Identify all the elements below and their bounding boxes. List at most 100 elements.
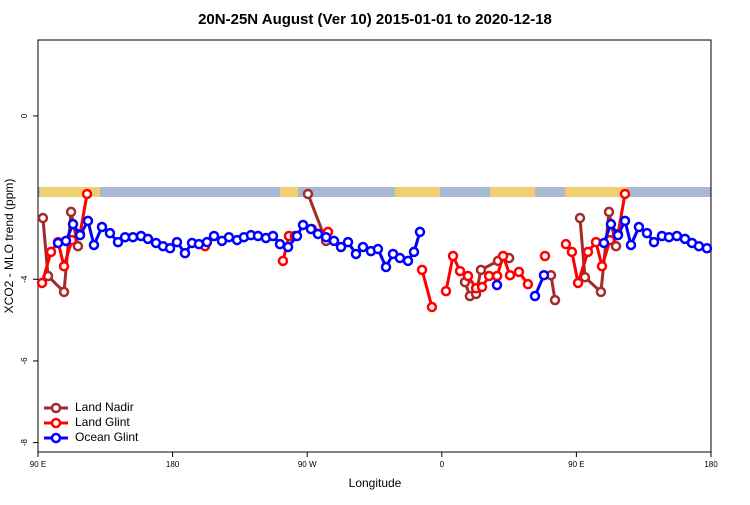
point — [380, 261, 392, 273]
point — [193, 238, 205, 250]
x-tick-label: 90 E — [568, 460, 584, 469]
x-axis-label: Longitude — [349, 476, 402, 490]
point — [328, 235, 340, 247]
point — [335, 241, 347, 253]
legend-marker — [50, 432, 62, 444]
point — [625, 239, 637, 251]
point — [282, 241, 294, 253]
point — [58, 286, 70, 298]
point — [560, 238, 572, 250]
legend-marker — [50, 402, 62, 414]
point — [633, 221, 645, 233]
x-tick-label: 0 — [440, 460, 445, 469]
chart-title: 20N-25N August (Ver 10) 2015-01-01 to 20… — [198, 11, 552, 28]
point — [574, 212, 586, 224]
point — [491, 279, 503, 291]
point — [693, 240, 705, 252]
point — [610, 240, 622, 252]
point — [612, 229, 624, 241]
point — [426, 301, 438, 313]
point — [291, 230, 303, 242]
point — [394, 252, 406, 264]
point — [208, 230, 220, 242]
point — [529, 290, 541, 302]
point — [305, 223, 317, 235]
point — [454, 265, 466, 277]
y-axis-label: XCO2 - MLO trend (ppm) — [2, 179, 16, 314]
point — [671, 230, 683, 242]
point — [402, 255, 414, 267]
point — [701, 242, 713, 254]
point — [45, 246, 57, 258]
point — [302, 188, 314, 200]
x-tick-label: 90 W — [298, 460, 317, 469]
point — [60, 235, 72, 247]
point — [312, 228, 324, 240]
point — [566, 246, 578, 258]
point — [104, 227, 116, 239]
point — [67, 218, 79, 230]
point — [164, 242, 176, 254]
y-tick-label: -6 — [20, 357, 29, 365]
point — [539, 250, 551, 262]
point — [619, 188, 631, 200]
point — [603, 206, 615, 218]
point — [58, 260, 70, 272]
point — [522, 278, 534, 290]
point — [223, 231, 235, 243]
legend-label: Land Nadir — [75, 400, 134, 414]
point — [663, 231, 675, 243]
point — [416, 264, 428, 276]
point — [277, 255, 289, 267]
legend-label: Land Glint — [75, 415, 130, 429]
point — [267, 230, 279, 242]
point — [36, 277, 48, 289]
point — [619, 215, 631, 227]
y-tick-label: 0 — [20, 113, 29, 118]
x-tick-label: 180 — [704, 460, 718, 469]
point — [476, 281, 488, 293]
point — [475, 264, 487, 276]
point — [342, 236, 354, 248]
x-tick-label: 180 — [166, 460, 180, 469]
point — [372, 243, 384, 255]
y-tick-label: -4 — [20, 275, 29, 283]
point — [297, 219, 309, 231]
point — [357, 241, 369, 253]
point — [74, 229, 86, 241]
point — [88, 239, 100, 251]
point — [582, 246, 594, 258]
point — [605, 218, 617, 230]
point — [596, 260, 608, 272]
point — [65, 206, 77, 218]
point — [483, 270, 495, 282]
legend-marker — [50, 417, 62, 429]
point — [414, 226, 426, 238]
point — [81, 188, 93, 200]
point — [142, 233, 154, 245]
point — [497, 250, 509, 262]
map-strip — [38, 187, 711, 197]
point — [320, 231, 332, 243]
point — [462, 270, 474, 282]
point — [504, 269, 516, 281]
point — [127, 231, 139, 243]
x-tick-label: 90 E — [30, 460, 46, 469]
point — [598, 237, 610, 249]
point — [112, 236, 124, 248]
point — [549, 294, 561, 306]
point — [96, 221, 108, 233]
series-line — [57, 216, 708, 297]
point — [408, 246, 420, 258]
point — [491, 270, 503, 282]
point — [572, 277, 584, 289]
point — [82, 215, 94, 227]
legend-label: Ocean Glint — [75, 430, 139, 444]
point — [72, 240, 84, 252]
point — [274, 238, 286, 250]
point — [538, 269, 550, 281]
y-tick-label: -8 — [20, 439, 29, 447]
point — [447, 250, 459, 262]
point — [171, 236, 183, 248]
